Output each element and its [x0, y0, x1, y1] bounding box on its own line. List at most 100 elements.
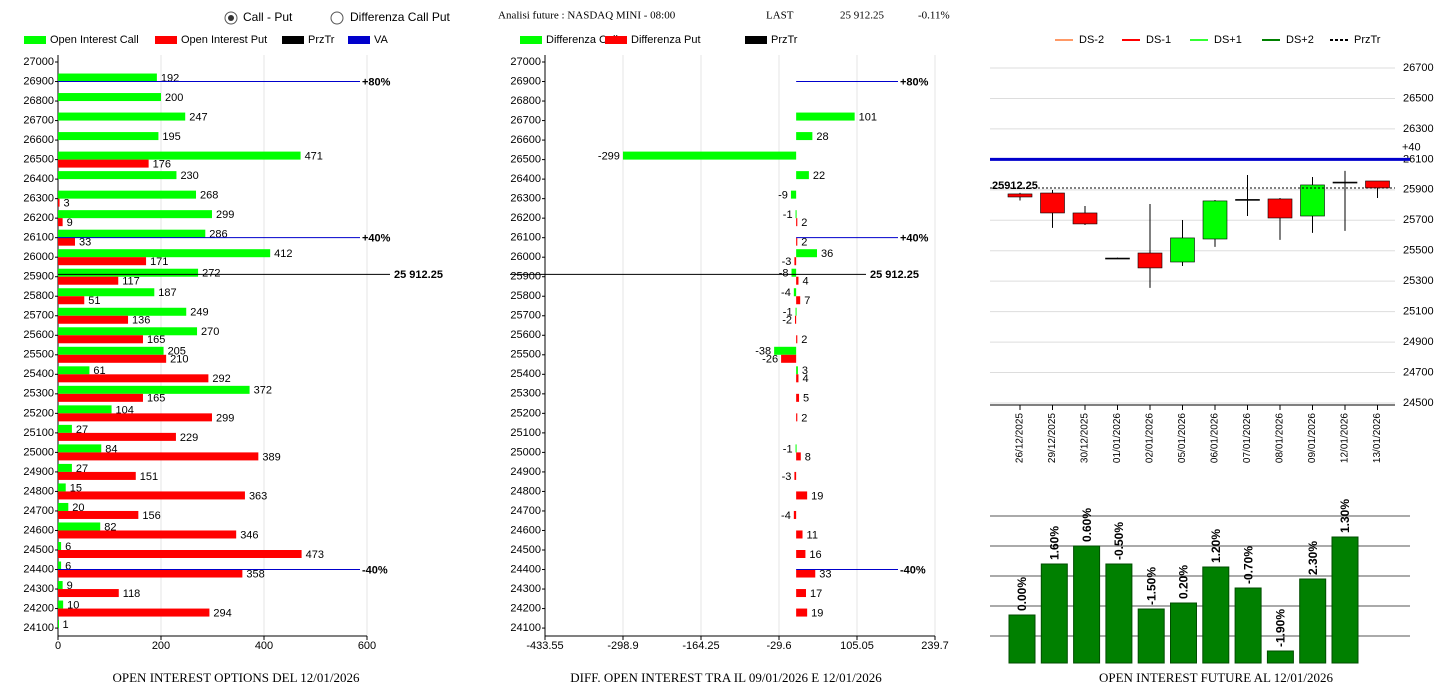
- legend-label: PrzTr: [1354, 34, 1381, 46]
- value-label: -4: [781, 510, 791, 522]
- bar: [58, 171, 177, 180]
- bar: [58, 307, 187, 316]
- value-label: 192: [161, 72, 179, 84]
- x-tick-label: 05/01/2026: [1177, 413, 1188, 463]
- legend-swatch: [605, 36, 627, 44]
- bar: [793, 510, 797, 519]
- bar: [58, 581, 63, 590]
- y-tick-label: 25000: [23, 446, 54, 458]
- y-tick-label: 25100: [23, 427, 54, 439]
- value-label: 268: [200, 190, 218, 202]
- price-label: 25 912.25: [394, 269, 443, 281]
- option-label[interactable]: Call - Put: [243, 10, 293, 24]
- y-tick-label: 24900: [1403, 336, 1434, 348]
- value-label: -1: [783, 209, 793, 221]
- x-tick-label: 29/12/2025: [1047, 413, 1058, 463]
- value-label: 187: [158, 287, 176, 299]
- value-label: 270: [201, 326, 219, 338]
- y-tick-label: 26600: [23, 134, 54, 146]
- y-tick-label: 24800: [510, 485, 541, 497]
- bar: [58, 276, 119, 285]
- bar: [58, 542, 62, 550]
- y-tick-label: 25500: [510, 349, 541, 361]
- bar: [790, 190, 797, 199]
- value-label: 84: [105, 443, 117, 455]
- price-label: 25912.25: [992, 180, 1038, 192]
- bar: [1266, 650, 1294, 664]
- y-tick-label: 26600: [510, 134, 541, 146]
- bar-label: -1.50%: [1144, 567, 1158, 605]
- legend-swatch: [348, 36, 370, 44]
- bar: [796, 112, 855, 121]
- bar: [796, 530, 803, 539]
- value-label: 5: [803, 393, 809, 405]
- y-tick-label: 26400: [23, 173, 54, 185]
- legend-swatch: [155, 36, 177, 44]
- bar: [774, 346, 797, 355]
- bar: [796, 413, 798, 422]
- level-label: +40: [1402, 141, 1421, 153]
- y-tick-label: 26100: [1403, 153, 1434, 165]
- bar: [794, 471, 797, 480]
- value-label: 10: [67, 599, 79, 611]
- candle-body: [1300, 184, 1325, 217]
- value-label: 358: [246, 568, 264, 580]
- value-label: 3: [64, 198, 70, 210]
- value-label: 8: [805, 451, 811, 463]
- bar: [58, 198, 60, 207]
- bar: [58, 335, 143, 344]
- candle-body: [1105, 257, 1130, 260]
- value-label: 292: [212, 373, 230, 385]
- bar-label: 2.30%: [1306, 541, 1320, 575]
- option-label[interactable]: Differenza Call Put: [350, 10, 450, 24]
- x-tick-label: 30/12/2025: [1080, 413, 1091, 463]
- value-label: 117: [122, 276, 140, 288]
- value-label: 136: [132, 315, 150, 327]
- bar-label: -0.70%: [1241, 546, 1255, 584]
- y-tick-label: 24800: [23, 485, 54, 497]
- y-tick-label: 27000: [510, 56, 541, 68]
- bar: [796, 335, 798, 344]
- candle-body: [1170, 237, 1195, 263]
- y-tick-label: 25900: [1403, 184, 1434, 196]
- bar: [793, 288, 797, 297]
- x-tick-label: 0: [55, 640, 61, 652]
- y-tick-label: 24100: [23, 622, 54, 634]
- y-tick-label: 24900: [23, 466, 54, 478]
- value-label: 151: [140, 471, 158, 483]
- bar: [796, 589, 806, 598]
- value-label: 363: [249, 490, 267, 502]
- candle-body: [1007, 193, 1033, 198]
- bar: [58, 393, 143, 402]
- value-label: 2: [801, 334, 807, 346]
- value-label: -4: [781, 287, 791, 299]
- bar: [796, 569, 816, 578]
- bar: [796, 608, 808, 617]
- bar: [58, 249, 271, 258]
- bar: [58, 550, 302, 558]
- radio-differenza[interactable]: [330, 11, 344, 25]
- radio-dot[interactable]: [228, 15, 234, 21]
- value-label: 200: [165, 92, 183, 104]
- bar: [58, 374, 209, 383]
- legend-label: Differenza Put: [631, 34, 701, 46]
- value-label: 20: [72, 502, 84, 514]
- y-tick-label: 25500: [1403, 245, 1434, 257]
- value-label: 7: [804, 295, 810, 307]
- bar: [796, 249, 818, 258]
- legend-label: DS+1: [1214, 34, 1242, 46]
- chart-title: DIFF. OPEN INTEREST TRA IL 09/01/2026 E …: [570, 670, 882, 685]
- value-label: 165: [147, 334, 165, 346]
- y-tick-label: 26900: [23, 75, 54, 87]
- value-label: 286: [209, 229, 227, 241]
- y-tick-label: 25900: [510, 271, 541, 283]
- y-tick-label: 24500: [510, 544, 541, 556]
- y-tick-label: 26000: [23, 251, 54, 263]
- y-tick-label: 25100: [1403, 306, 1434, 318]
- bar: [796, 132, 813, 141]
- bar: [58, 608, 210, 617]
- x-tick-label: -433.55: [526, 640, 563, 652]
- chart-title: OPEN INTEREST FUTURE AL 12/01/2026: [1099, 670, 1334, 685]
- bar: [796, 374, 799, 383]
- value-label: -9: [778, 190, 788, 202]
